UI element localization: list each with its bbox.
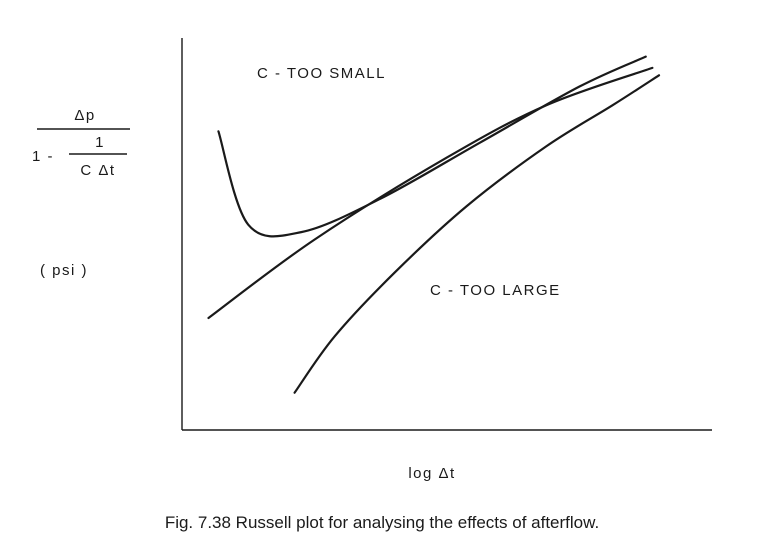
y-label-numerator: Δp bbox=[74, 107, 95, 124]
y-label-inner-numerator: 1 bbox=[95, 134, 105, 151]
curve-c-correct bbox=[207, 66, 654, 320]
figure-caption: Fig. 7.38 Russell plot for analysing the… bbox=[165, 513, 599, 532]
annotation-c-too-large: C - TOO LARGE bbox=[430, 282, 561, 299]
curve-c-too-large bbox=[293, 74, 661, 394]
annotation-c-too-small: C - TOO SMALL bbox=[257, 65, 386, 82]
curves-group bbox=[207, 55, 661, 394]
x-axis-label: log Δt bbox=[408, 465, 455, 482]
y-axis-label: Δp 1 - 1 C Δt ( psi ) bbox=[32, 107, 130, 279]
y-label-denominator-lead: 1 - bbox=[32, 148, 54, 165]
y-label-unit: ( psi ) bbox=[40, 262, 88, 279]
curve-c-too-small bbox=[217, 55, 647, 238]
y-label-inner-denominator: C Δt bbox=[80, 162, 115, 179]
